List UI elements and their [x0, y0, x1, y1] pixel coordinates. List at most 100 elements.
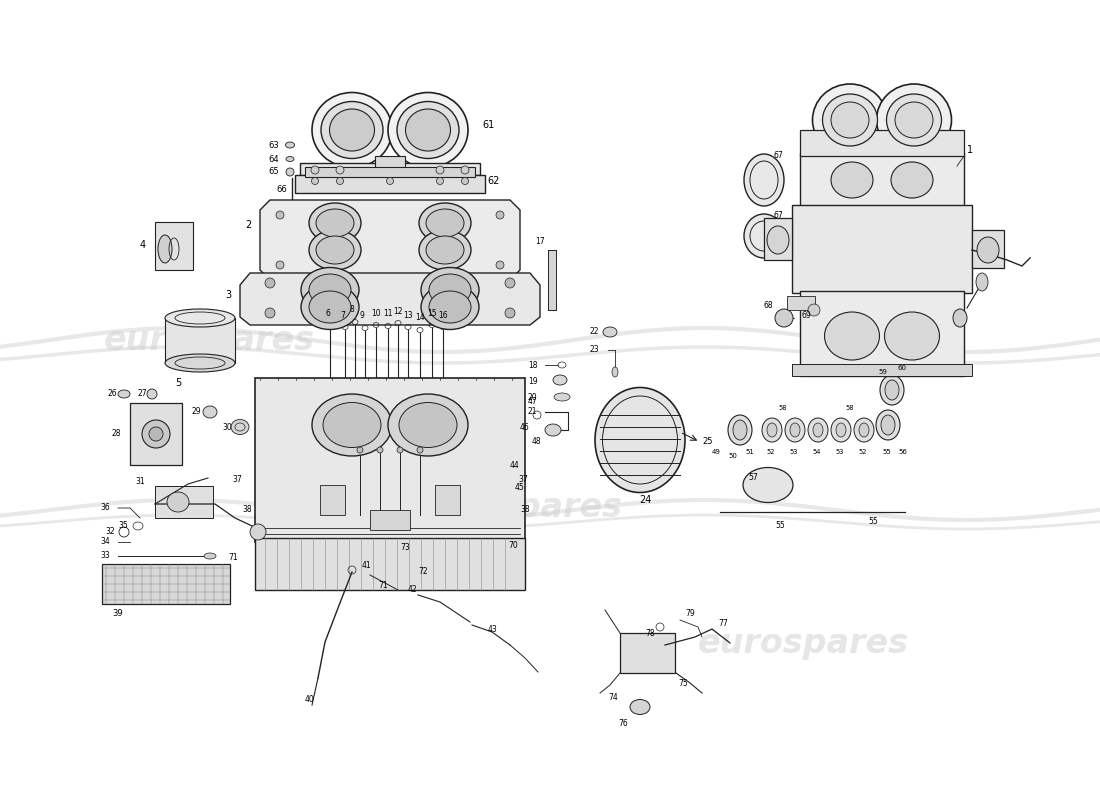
- Ellipse shape: [421, 285, 478, 330]
- Ellipse shape: [887, 94, 942, 146]
- Text: 51: 51: [745, 449, 754, 455]
- Ellipse shape: [776, 309, 793, 327]
- Ellipse shape: [553, 375, 566, 385]
- Text: 19: 19: [528, 378, 538, 386]
- Ellipse shape: [462, 178, 469, 185]
- Ellipse shape: [352, 387, 358, 391]
- Text: 71: 71: [378, 581, 387, 590]
- Ellipse shape: [301, 285, 359, 330]
- Ellipse shape: [733, 420, 747, 440]
- Text: 48: 48: [532, 438, 541, 446]
- Text: 59: 59: [878, 369, 887, 375]
- Ellipse shape: [377, 447, 383, 453]
- Bar: [102, 564, 230, 604]
- Ellipse shape: [461, 166, 469, 174]
- Text: 1: 1: [967, 145, 974, 155]
- Text: 64: 64: [268, 154, 278, 163]
- Ellipse shape: [429, 274, 471, 306]
- Ellipse shape: [399, 402, 456, 447]
- Ellipse shape: [825, 312, 880, 360]
- Ellipse shape: [385, 383, 390, 387]
- Polygon shape: [240, 273, 540, 325]
- Ellipse shape: [830, 162, 873, 198]
- Text: 72: 72: [418, 567, 428, 577]
- Bar: [800, 130, 964, 156]
- Text: 12: 12: [393, 306, 403, 315]
- Ellipse shape: [406, 109, 451, 151]
- Bar: [130, 403, 182, 465]
- Bar: [155, 222, 192, 270]
- Text: 30: 30: [222, 422, 232, 431]
- Text: 9: 9: [360, 311, 365, 321]
- Polygon shape: [260, 200, 520, 280]
- Ellipse shape: [744, 154, 784, 206]
- Ellipse shape: [309, 274, 351, 306]
- Text: 79: 79: [685, 609, 695, 618]
- Ellipse shape: [374, 384, 378, 388]
- Text: 6: 6: [324, 309, 330, 318]
- Text: 77: 77: [718, 618, 728, 627]
- Text: 43: 43: [488, 626, 497, 634]
- Ellipse shape: [790, 423, 800, 437]
- Ellipse shape: [976, 273, 988, 291]
- Ellipse shape: [436, 166, 444, 174]
- Text: 26: 26: [108, 390, 118, 398]
- Ellipse shape: [823, 94, 878, 146]
- Ellipse shape: [886, 380, 899, 400]
- Bar: [155, 486, 213, 518]
- Text: 41: 41: [362, 561, 372, 570]
- Ellipse shape: [286, 157, 294, 162]
- Text: 34: 34: [100, 538, 110, 546]
- Text: 47: 47: [528, 398, 538, 406]
- Ellipse shape: [323, 402, 381, 447]
- Ellipse shape: [419, 230, 471, 270]
- Ellipse shape: [204, 406, 217, 418]
- Ellipse shape: [167, 492, 189, 512]
- Bar: [165, 318, 235, 363]
- Ellipse shape: [767, 423, 777, 437]
- Bar: [800, 153, 964, 208]
- Text: 25: 25: [702, 438, 713, 446]
- Ellipse shape: [813, 423, 823, 437]
- Text: 67: 67: [774, 211, 783, 221]
- Bar: [792, 205, 972, 293]
- Text: 22: 22: [590, 327, 600, 337]
- Ellipse shape: [418, 379, 422, 383]
- Text: 21: 21: [528, 407, 538, 417]
- Ellipse shape: [440, 382, 446, 386]
- Text: 52: 52: [858, 449, 867, 455]
- Text: 16: 16: [438, 310, 448, 319]
- Bar: [370, 510, 410, 530]
- Ellipse shape: [437, 178, 443, 185]
- Ellipse shape: [830, 102, 869, 138]
- Text: 76: 76: [618, 718, 628, 727]
- Ellipse shape: [554, 393, 570, 401]
- Text: 57: 57: [748, 474, 758, 482]
- Ellipse shape: [276, 261, 284, 269]
- Text: 55: 55: [882, 449, 891, 455]
- Text: 73: 73: [400, 543, 409, 553]
- Text: 38: 38: [520, 506, 529, 514]
- Bar: [764, 218, 792, 260]
- Ellipse shape: [165, 354, 235, 372]
- Ellipse shape: [309, 230, 361, 270]
- Bar: [320, 485, 345, 515]
- Text: 33: 33: [100, 551, 110, 561]
- Ellipse shape: [595, 387, 685, 493]
- Ellipse shape: [630, 699, 650, 714]
- Ellipse shape: [426, 236, 464, 264]
- Ellipse shape: [419, 203, 471, 243]
- Bar: [786, 296, 815, 310]
- Text: 67: 67: [774, 151, 783, 161]
- Ellipse shape: [876, 410, 900, 440]
- Ellipse shape: [309, 291, 351, 323]
- Ellipse shape: [142, 420, 170, 448]
- Text: 68: 68: [764, 302, 773, 310]
- Bar: [620, 633, 675, 673]
- Text: eurospares: eurospares: [411, 491, 623, 525]
- Ellipse shape: [286, 142, 295, 148]
- Ellipse shape: [309, 203, 361, 243]
- Ellipse shape: [397, 447, 403, 453]
- Ellipse shape: [265, 278, 275, 288]
- Ellipse shape: [808, 304, 820, 316]
